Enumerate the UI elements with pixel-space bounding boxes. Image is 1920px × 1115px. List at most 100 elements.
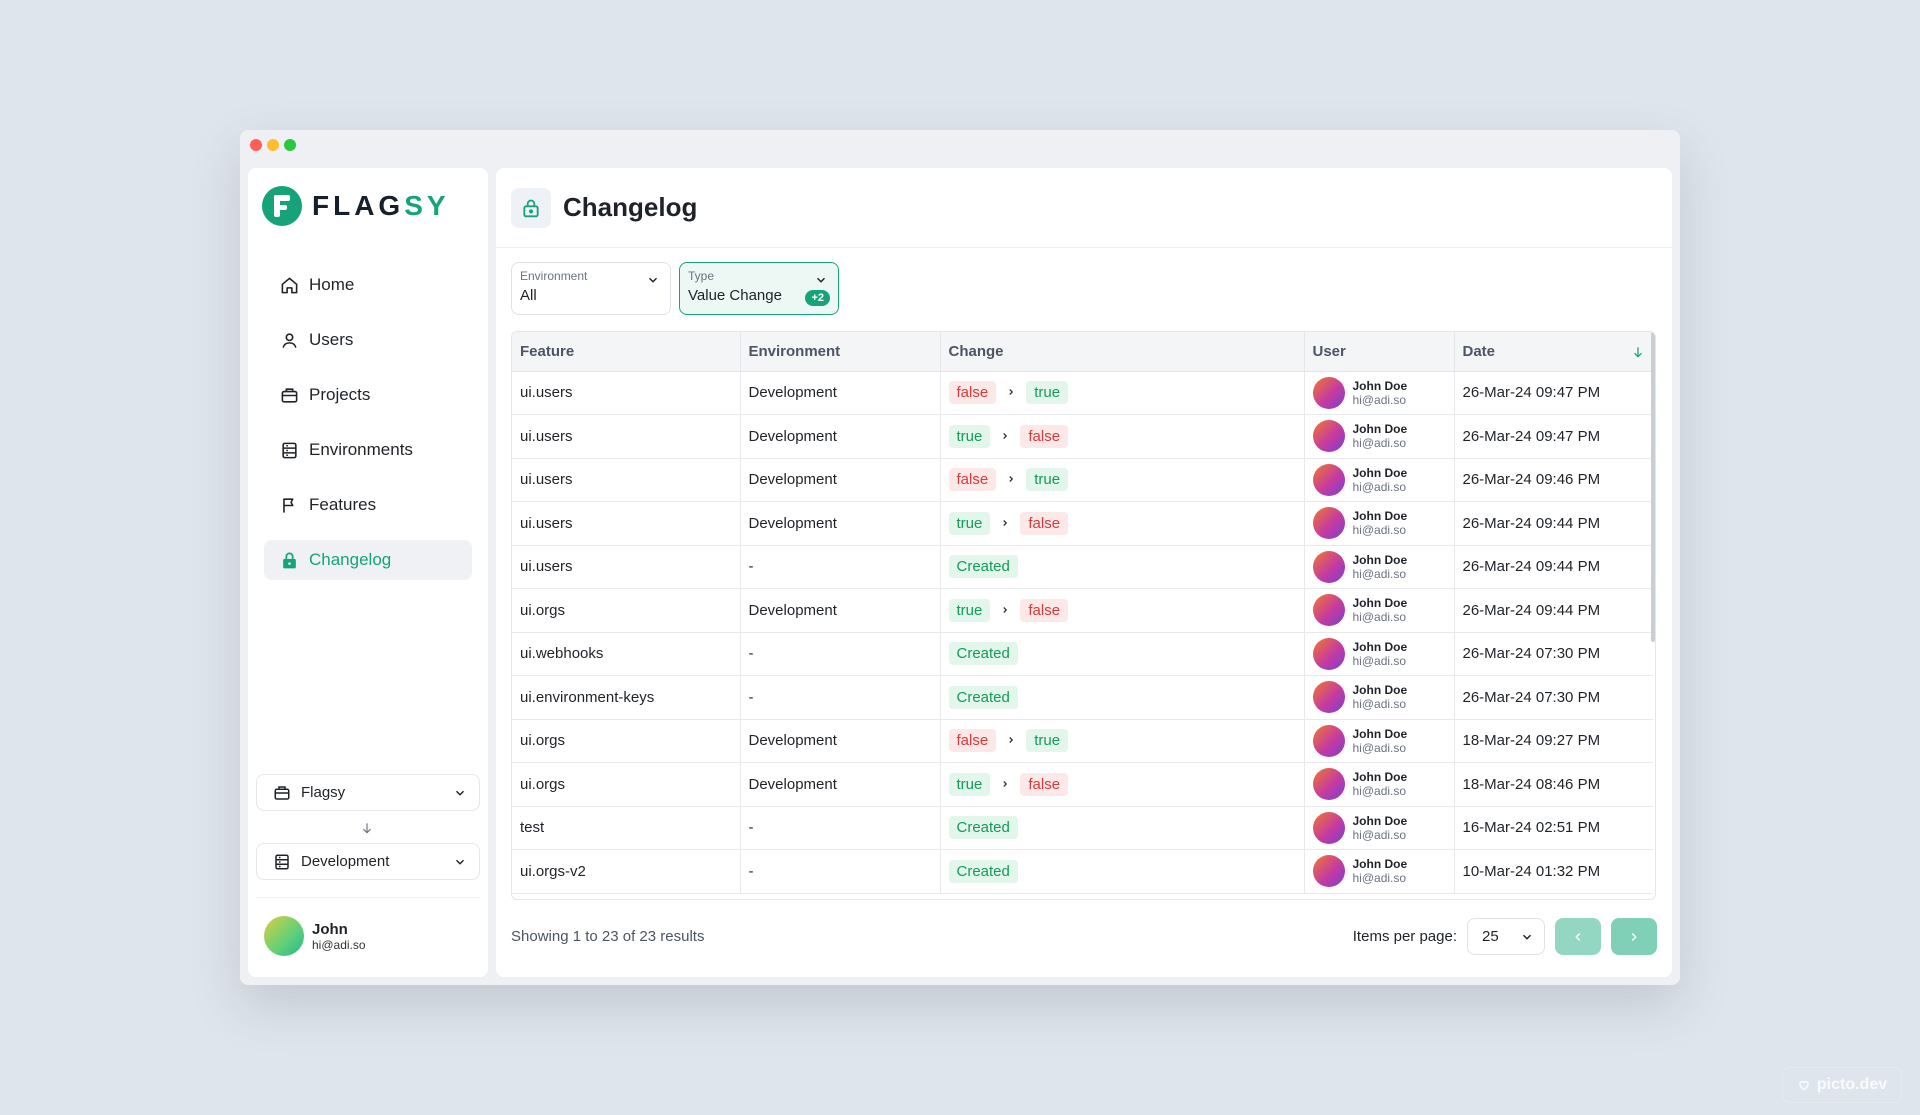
chevron-left-icon (1575, 932, 1581, 941)
change-cell: true false (940, 588, 1305, 633)
date-cell: 18-Mar-24 08:46 PM (1454, 762, 1653, 807)
table-row[interactable]: ui.users - Created John Doe hi@adi.so 26-Mar-… (512, 545, 1653, 589)
chevron-right-icon (1631, 932, 1637, 941)
sidebar-item-users[interactable]: Users (264, 320, 472, 360)
old-value-badge: true (948, 511, 991, 535)
column-header-environment[interactable]: Environment (740, 332, 941, 372)
type-filter[interactable]: Type Value Change +2 (679, 262, 839, 315)
avatar (1312, 637, 1345, 670)
user-profile[interactable]: John hi@adi.so (264, 916, 366, 956)
filter-label: Type (688, 269, 715, 283)
sidebar-nav: Home Users Projects Environments Feature… (264, 265, 472, 595)
header-icon-box (511, 187, 551, 228)
table-row[interactable]: ui.orgs-v2- Created John Doe hi@adi.so 10-Ma… (512, 849, 1653, 894)
table-row[interactable]: ui.orgs Development true false John Doe hi@ad… (512, 588, 1653, 633)
next-page-button[interactable] (1611, 918, 1657, 955)
table-row[interactable]: ui.users Development false true John Doe hi@a… (512, 371, 1653, 415)
sidebar-item-label: Environments (309, 440, 413, 459)
table-row[interactable]: ui.users Development true false John Doe hi@a… (512, 414, 1653, 459)
user-name: John Doe (1352, 422, 1408, 437)
flag-icon (283, 497, 294, 513)
change-cell: Created (940, 849, 1305, 894)
date-cell: 18-Mar-24 09:27 PM (1454, 719, 1653, 763)
date-cell: 26-Mar-24 07:30 PM (1454, 632, 1653, 676)
user-cell: John Doe hi@adi.so (1304, 545, 1455, 589)
user-name: John Doe (1352, 639, 1408, 654)
sidebar-item-label: Projects (309, 385, 371, 404)
chevron-down-icon (816, 277, 826, 283)
avatar (1312, 550, 1345, 583)
old-value-badge: false (948, 468, 997, 492)
user-cell: John Doe hi@adi.so (1304, 719, 1455, 763)
environment-cell: - (740, 675, 941, 720)
sidebar-item-home[interactable]: Home (264, 265, 472, 305)
created-badge: Created (948, 685, 1018, 709)
date-cell: 26-Mar-24 07:30 PM (1454, 675, 1653, 720)
brand-name: FLAGSY (312, 190, 450, 221)
created-badge: Created (948, 555, 1018, 579)
table-row[interactable]: ui.users Development false true John Doe hi@a… (512, 458, 1653, 502)
column-header-feature[interactable]: Feature (512, 332, 741, 372)
user-name: John Doe (1352, 683, 1408, 698)
column-header-user[interactable]: User (1304, 332, 1455, 372)
new-value-badge: false (1020, 772, 1069, 796)
old-value-badge: false (948, 729, 997, 753)
home-icon (281, 277, 298, 293)
column-header-date[interactable]: Date (1454, 332, 1653, 372)
table-row[interactable]: ui.orgs Development true false John Doe hi@ad… (512, 762, 1653, 807)
old-value-badge: false (948, 381, 997, 405)
sidebar-item-environments[interactable]: Environments (264, 430, 472, 470)
sidebar-item-changelog[interactable]: Changelog (264, 540, 472, 580)
table-row[interactable]: ui.webhooks - Created John Doe hi@adi.so 26-M… (512, 632, 1653, 676)
sidebar-item-features[interactable]: Features (264, 485, 472, 525)
environment-cell: - (740, 632, 941, 676)
chevron-right-icon (1003, 519, 1008, 526)
chevron-down-icon (648, 277, 658, 283)
minimize-window-dot[interactable] (267, 139, 279, 151)
user-name: John (312, 920, 348, 938)
table-scrollbar[interactable] (1651, 332, 1655, 642)
feature-cell: ui.users (512, 545, 741, 589)
table-row[interactable]: ui.orgs Development false true John Doe hi@ad… (512, 719, 1653, 763)
project-selector[interactable]: Flagsy (256, 774, 480, 811)
date-cell: 26-Mar-24 09:44 PM (1454, 545, 1653, 589)
user-name: John Doe (1352, 465, 1408, 480)
environment-cell: Development (740, 371, 941, 415)
user-cell: John Doe hi@adi.so (1304, 632, 1455, 676)
user-cell: John Doe hi@adi.so (1304, 458, 1455, 502)
table-row[interactable]: test - Created John Doe hi@adi.so 16-Mar-24 0… (512, 806, 1653, 850)
brand-logo[interactable]: FLAGSY (262, 186, 450, 226)
user-name: John Doe (1352, 509, 1408, 524)
user-name: John Doe (1352, 596, 1408, 611)
sort-descending-icon[interactable] (1631, 345, 1645, 359)
maximize-window-dot[interactable] (284, 139, 296, 151)
user-cell: John Doe hi@adi.so (1304, 414, 1455, 459)
avatar (1312, 768, 1345, 801)
user-name: John Doe (1352, 857, 1408, 872)
sidebar-item-label: Features (309, 495, 377, 514)
table-row[interactable]: ui.environment-keys - Created John Doe hi@ad… (512, 675, 1653, 720)
feature-cell: ui.orgs (512, 588, 741, 633)
user-email: hi@adi.so (1352, 871, 1407, 886)
sidebar-item-projects[interactable]: Projects (264, 375, 472, 415)
table-row[interactable]: ui.users Development true false John Doe hi@a… (512, 501, 1653, 546)
user-email: hi@adi.so (1352, 827, 1407, 842)
close-window-dot[interactable] (250, 139, 262, 151)
chevron-right-icon (1009, 389, 1014, 396)
feature-cell: test (512, 806, 741, 850)
environment-selector[interactable]: Development (256, 843, 480, 880)
chevron-right-icon (1009, 737, 1014, 744)
sidebar-item-label: Changelog (309, 550, 392, 569)
old-value-badge: true (948, 772, 991, 796)
previous-page-button[interactable] (1555, 918, 1601, 955)
new-value-badge: true (1026, 729, 1069, 753)
change-cell: false true (940, 458, 1305, 502)
user-email: hi@adi.so (1352, 479, 1407, 494)
items-per-page-select[interactable]: 25 (1467, 918, 1545, 955)
avatar (1312, 420, 1345, 453)
environment-filter[interactable]: Environment All (511, 262, 671, 315)
user-name: John Doe (1352, 813, 1408, 828)
user-cell: John Doe hi@adi.so (1304, 371, 1455, 415)
column-header-change[interactable]: Change (940, 332, 1305, 372)
pagination: Items per page: 25 (1353, 918, 1657, 955)
